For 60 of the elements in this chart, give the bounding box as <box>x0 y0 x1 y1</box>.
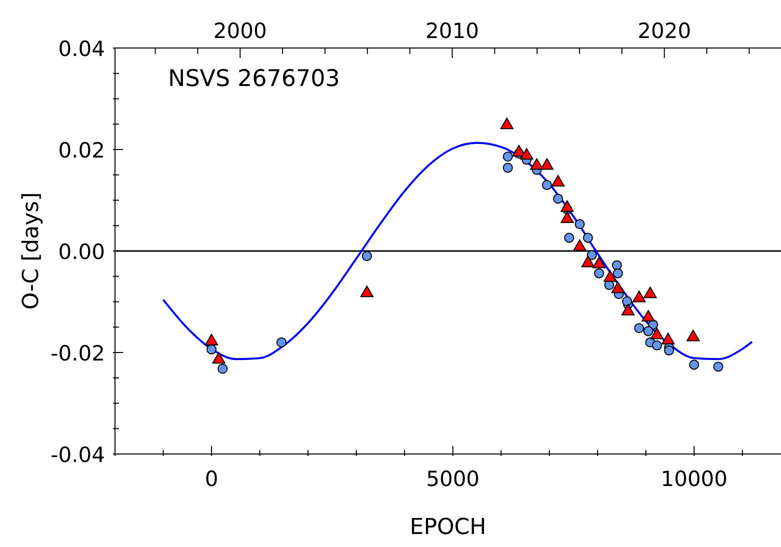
point <box>581 256 595 268</box>
point <box>594 268 604 278</box>
point <box>632 290 646 302</box>
point <box>612 260 622 270</box>
point <box>206 344 217 354</box>
point <box>612 268 623 278</box>
point <box>218 364 228 374</box>
annotation: NSVS 2676703 <box>168 66 340 92</box>
point <box>643 326 654 336</box>
y-tick-label: 0.00 <box>58 240 105 264</box>
x2-tick-label: 2010 <box>426 19 479 43</box>
point <box>212 352 226 364</box>
point <box>652 340 662 350</box>
x-tick-label: 10000 <box>660 467 728 491</box>
x2-tick-label: 2000 <box>213 19 267 43</box>
point <box>664 345 674 356</box>
y-tick-label: -0.02 <box>50 342 105 366</box>
point <box>689 360 700 370</box>
point <box>360 286 374 298</box>
point <box>622 296 632 306</box>
point <box>560 212 574 224</box>
point <box>650 328 664 340</box>
point <box>204 334 218 346</box>
point <box>573 239 586 251</box>
point <box>362 251 372 262</box>
point <box>661 332 675 344</box>
point <box>574 219 585 230</box>
point <box>564 232 574 243</box>
y-tick-label: 0.02 <box>58 138 105 162</box>
point <box>502 162 513 173</box>
y-tick-label: -0.04 <box>50 443 105 467</box>
point <box>520 148 534 160</box>
x-tick-label: 0 <box>204 467 218 491</box>
point <box>713 362 724 372</box>
point <box>644 286 657 298</box>
point <box>512 145 526 157</box>
x-tick-label: 5000 <box>426 467 480 491</box>
point <box>582 232 593 243</box>
point <box>276 337 287 348</box>
point <box>530 158 544 170</box>
point <box>540 158 554 170</box>
point <box>502 152 513 162</box>
point <box>604 270 617 282</box>
y-tick-label: 0.04 <box>58 37 105 61</box>
x2-tick-label: 2020 <box>638 19 692 43</box>
point <box>634 323 644 334</box>
point <box>611 282 624 294</box>
point <box>551 174 565 186</box>
point <box>642 310 655 322</box>
point <box>686 330 700 342</box>
point <box>560 200 574 212</box>
point <box>592 256 606 268</box>
point <box>621 304 635 316</box>
point <box>542 180 552 190</box>
x-axis-title: EPOCH <box>410 515 486 540</box>
point <box>500 118 514 130</box>
point <box>586 250 597 260</box>
line-series <box>162 142 754 360</box>
point <box>553 194 564 204</box>
y-axis-title: O-C [days] <box>19 192 44 310</box>
